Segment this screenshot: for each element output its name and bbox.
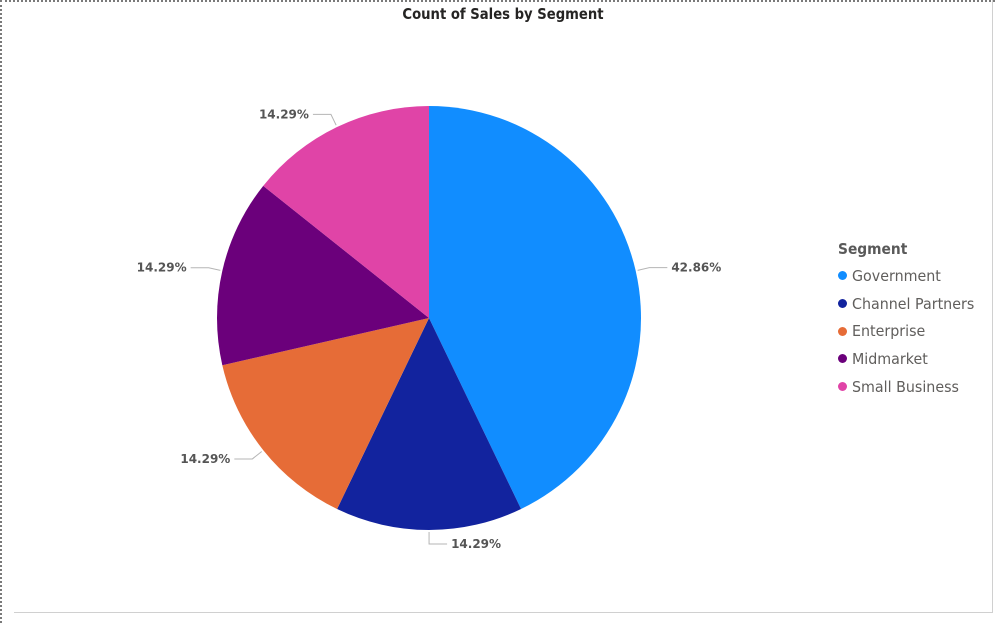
pie-slice-government[interactable] (429, 106, 642, 509)
legend-label: Midmarket (852, 349, 928, 368)
legend-label: Small Business (852, 377, 959, 396)
pie-slice-enterprise[interactable] (222, 318, 429, 510)
pie-slice-channel-partners[interactable] (337, 318, 522, 531)
leader-line-government (637, 267, 668, 271)
leader-line-midmarket (190, 267, 221, 271)
legend: Segment Government Channel Partners Enterp… (838, 240, 988, 400)
legend-label: Channel Partners (852, 294, 975, 313)
leader-line-channel-partners (428, 531, 448, 545)
legend-color-dot-icon (838, 299, 847, 309)
legend-color-dot-icon (838, 271, 847, 281)
legend-color-dot-icon (838, 354, 847, 364)
data-label-small-business: 14.29% (259, 107, 309, 121)
legend-label: Enterprise (852, 322, 926, 341)
legend-item-midmarket[interactable]: Midmarket (838, 345, 988, 373)
legend-title: Segment (838, 240, 908, 258)
visual-border-top (0, 0, 995, 2)
legend-item-enterprise[interactable]: Enterprise (838, 317, 988, 345)
inner-border-right (992, 0, 993, 612)
legend-item-channel-partners[interactable]: Channel Partners (838, 290, 988, 318)
legend-item-small-business[interactable]: Small Business (838, 373, 988, 401)
leader-lines (190, 113, 668, 545)
leader-line-small-business (312, 113, 337, 126)
pie-slice-midmarket[interactable] (216, 185, 429, 366)
data-label-midmarket: 14.29% (137, 261, 187, 275)
legend-color-dot-icon (838, 326, 847, 336)
pie-slice-small-business[interactable] (263, 106, 429, 318)
legend-item-government[interactable]: Government (838, 262, 988, 290)
inner-border-bottom (14, 612, 993, 613)
data-label-channel-partners: 14.29% (451, 537, 501, 551)
data-label-government: 42.86% (671, 261, 721, 275)
legend-items: Government Channel Partners Enterprise Midm… (838, 262, 988, 400)
legend-color-dot-icon (838, 382, 847, 392)
visual-border-left (0, 0, 2, 623)
leader-line-enterprise (234, 451, 263, 460)
data-label-enterprise: 14.29% (180, 452, 230, 466)
data-labels: 42.86% 14.29% 14.29% 14.29% 14.29% (137, 107, 722, 551)
legend-label: Government (852, 266, 941, 285)
chart-title: Count of Sales by Segment (402, 5, 604, 23)
pie-slices (216, 106, 642, 531)
